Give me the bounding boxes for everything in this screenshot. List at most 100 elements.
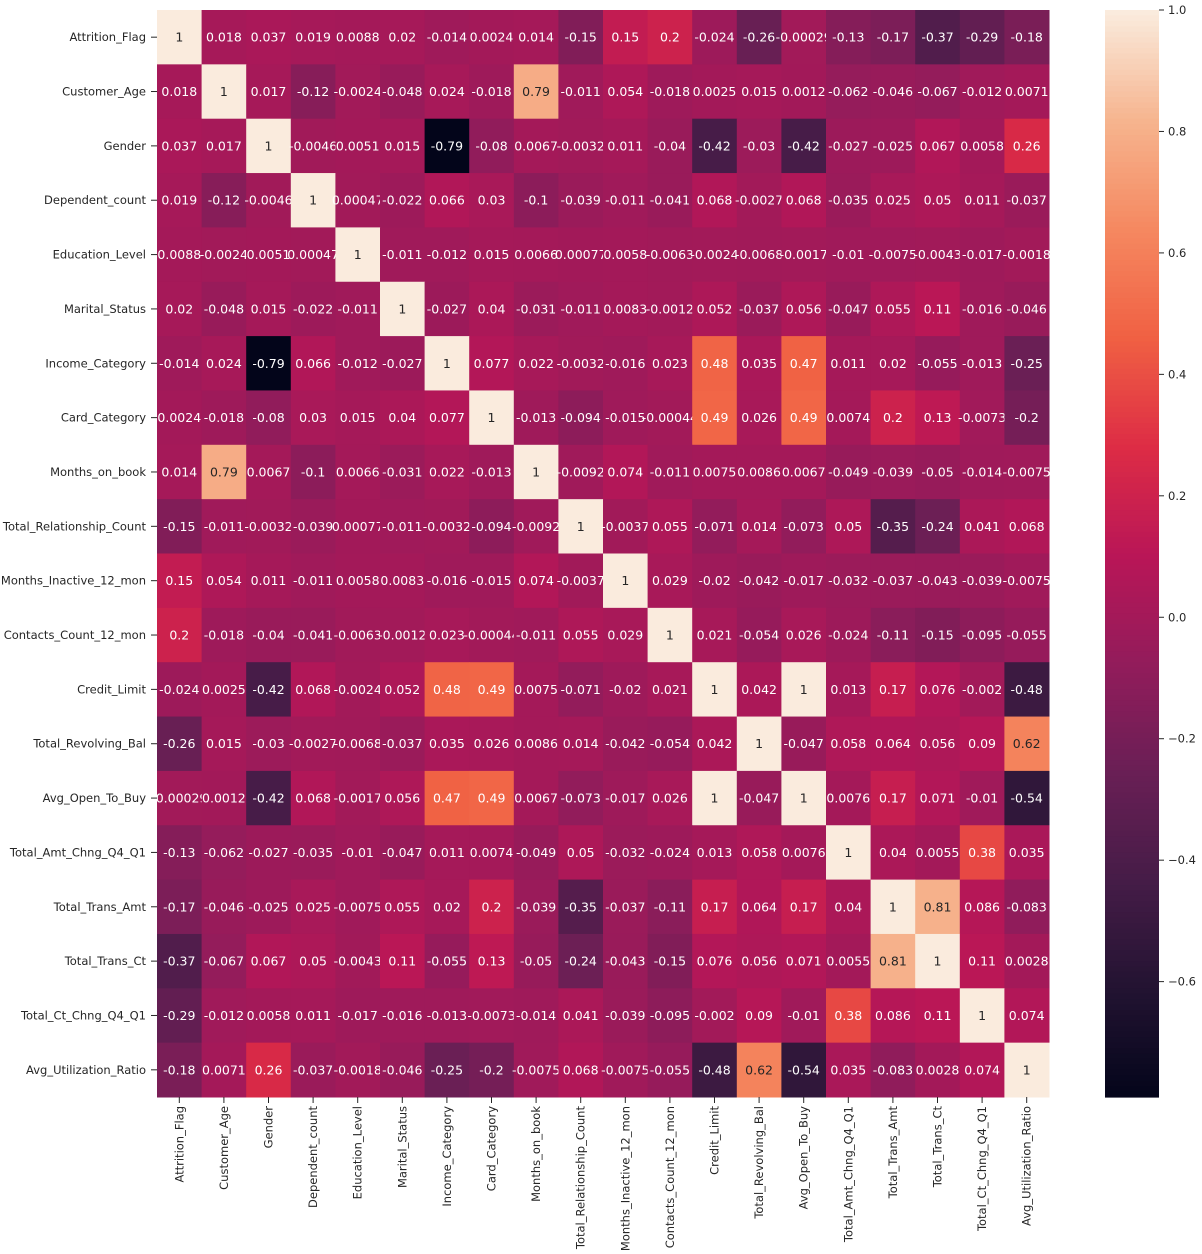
- heatmap-cell: [647, 227, 693, 283]
- cell-value-label: -0.011: [293, 573, 333, 588]
- cell-value-label: -0.027: [382, 356, 422, 371]
- heatmap-cell: [915, 933, 961, 989]
- colorbar-segment: [1105, 819, 1159, 826]
- cell-value-label: -0.0024: [334, 84, 382, 99]
- colorbar-segment: [1105, 1086, 1159, 1093]
- heatmap-cell: [335, 444, 381, 500]
- cell-value-label: 0.019: [161, 193, 197, 208]
- heatmap-cell: [781, 281, 827, 337]
- heatmap-cell: [1004, 336, 1050, 391]
- cell-value-label: 0.0088: [336, 30, 380, 45]
- colorbar-segment: [1105, 548, 1159, 555]
- y-tick-label: Total_Amt_Chng_Q4_Q1: [9, 845, 146, 859]
- heatmap-cell: [736, 444, 782, 500]
- cell-value-label: 0.058: [741, 845, 777, 860]
- cell-value-label: 0.068: [697, 193, 733, 208]
- cell-value-label: 0.021: [697, 628, 733, 643]
- cell-value-label: -0.0018: [1003, 247, 1051, 262]
- heatmap-cell: [959, 444, 1005, 500]
- cell-value-label: 0.0076: [826, 791, 870, 806]
- x-tick-label: Contacts_Count_12_mon: [663, 1106, 677, 1248]
- heatmap-cell: [558, 499, 604, 554]
- heatmap-cell: [246, 390, 292, 446]
- cell-value-label: 0.023: [652, 356, 688, 371]
- heatmap-cell: [469, 227, 515, 283]
- cell-value-label: -0.027: [427, 301, 467, 316]
- heatmap-cell: [469, 825, 515, 881]
- heatmap-cell: [781, 499, 827, 554]
- cell-value-label: 0.79: [522, 84, 550, 99]
- cell-value-label: -0.13: [163, 845, 195, 860]
- heatmap-cell: [380, 553, 426, 609]
- colorbar-segment: [1105, 292, 1159, 299]
- heatmap-cell: [736, 390, 782, 446]
- colorbar-tick-label: 0.2: [1168, 489, 1186, 503]
- heatmap-cell: [647, 1042, 693, 1098]
- cell-value-label: -0.08: [475, 138, 507, 153]
- heatmap-cell: [246, 118, 292, 174]
- cell-value-label: -0.04: [252, 628, 284, 643]
- heatmap-cell: [469, 988, 515, 1044]
- colorbar-segment: [1105, 613, 1159, 620]
- colorbar-segment: [1105, 667, 1159, 674]
- cell-value-label: -0.037: [1007, 193, 1047, 208]
- heatmap-cell: [781, 553, 827, 609]
- heatmap-cell: [558, 227, 604, 283]
- heatmap-cell: [826, 64, 872, 120]
- heatmap-cell: [201, 770, 247, 826]
- colorbar-segment: [1105, 760, 1159, 767]
- cell-value-label: -0.00029: [776, 30, 832, 45]
- cell-value-label: 0.81: [924, 899, 952, 914]
- heatmap-cell: [380, 444, 426, 500]
- heatmap-cell: [201, 879, 247, 935]
- heatmap-cell: [201, 10, 247, 65]
- cell-value-label: 0.11: [388, 954, 416, 969]
- colorbar-segment: [1105, 482, 1159, 489]
- cell-value-label: 0.09: [968, 736, 996, 751]
- heatmap-cell: [380, 118, 426, 174]
- colorbar-segment: [1105, 200, 1159, 207]
- heatmap-cell: [558, 770, 604, 826]
- cell-value-label: 0.052: [697, 301, 733, 316]
- heatmap-cell: [959, 118, 1005, 174]
- colorbar-segment: [1105, 700, 1159, 707]
- cell-value-label: 0.05: [924, 193, 952, 208]
- heatmap-cell: [915, 64, 961, 120]
- colorbar-segment: [1105, 1080, 1159, 1087]
- cell-value-label: -0.42: [252, 791, 284, 806]
- heatmap-cell: [246, 173, 292, 228]
- heatmap-cell: [647, 662, 693, 718]
- heatmap-cell: [959, 10, 1005, 65]
- cell-value-label: -0.014: [427, 30, 467, 45]
- heatmap-cell: [959, 825, 1005, 881]
- heatmap-cell: [290, 933, 336, 989]
- heatmap-cell: [781, 933, 827, 989]
- colorbar-segment: [1105, 939, 1159, 946]
- cell-value-label: 0.024: [429, 84, 465, 99]
- cell-value-label: 0.0058: [960, 138, 1004, 153]
- colorbar-segment: [1105, 308, 1159, 315]
- cell-value-label: -0.011: [516, 628, 556, 643]
- heatmap-cell: [1004, 64, 1050, 120]
- heatmap-cell: [380, 336, 426, 391]
- colorbar-segment: [1105, 48, 1159, 55]
- cell-value-label: 0.029: [652, 573, 688, 588]
- colorbar-segment: [1105, 417, 1159, 424]
- cell-value-label: -0.046: [873, 84, 913, 99]
- colorbar-segment: [1105, 124, 1159, 131]
- heatmap-cell: [647, 879, 693, 935]
- heatmap-cell: [915, 1042, 961, 1098]
- y-tick-label: Months_Inactive_12_mon: [1, 574, 146, 588]
- colorbar-segment: [1105, 955, 1159, 962]
- colorbar-segment: [1105, 830, 1159, 837]
- cell-value-label: 0.018: [206, 30, 242, 45]
- cell-value-label: 0.074: [607, 464, 643, 479]
- colorbar-segment: [1105, 162, 1159, 169]
- heatmap-cell: [647, 336, 693, 391]
- heatmap-cell: [424, 879, 470, 935]
- heatmap-cell: [736, 825, 782, 881]
- cell-value-label: -0.094: [471, 519, 511, 534]
- heatmap-cell: [513, 662, 559, 718]
- cell-value-label: 0.014: [161, 464, 197, 479]
- heatmap-cell: [335, 173, 381, 228]
